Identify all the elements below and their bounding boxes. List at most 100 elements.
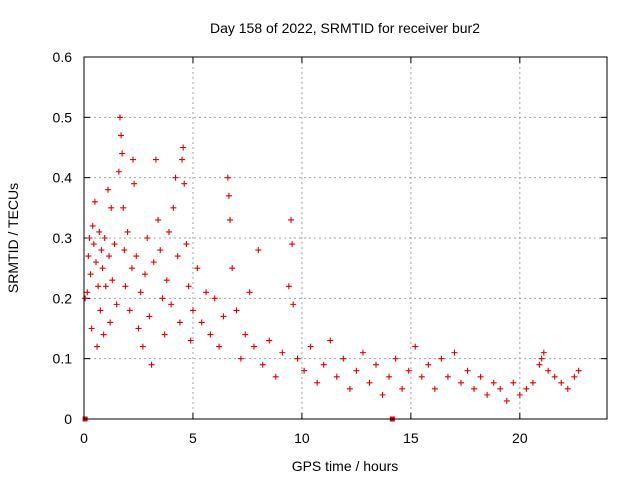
data-point: [333, 373, 340, 380]
data-point: [353, 367, 360, 374]
data-point: [126, 307, 133, 314]
data-point: [96, 228, 103, 235]
data-point: [399, 385, 406, 392]
data-point: [545, 367, 552, 374]
grid-lines: [84, 57, 607, 419]
data-point: [152, 156, 159, 163]
y-tick-label: 0.4: [53, 170, 73, 186]
data-point: [176, 319, 183, 326]
data-point: [431, 385, 438, 392]
data-point: [97, 307, 104, 314]
data-point: [207, 331, 214, 338]
data-point: [255, 247, 262, 254]
data-point: [183, 241, 190, 248]
data-point: [438, 355, 445, 362]
y-tick-label: 0.1: [53, 351, 73, 367]
data-point: [233, 307, 240, 314]
data-point: [113, 301, 120, 308]
data-point: [242, 331, 249, 338]
data-point: [503, 397, 510, 404]
data-point: [211, 295, 218, 302]
data-point: [155, 216, 162, 223]
data-point: [131, 180, 138, 187]
chart-title: Day 158 of 2022, SRMTID for receiver bur…: [210, 20, 480, 36]
data-point: [102, 283, 109, 290]
data-point: [224, 174, 231, 181]
data-point: [111, 241, 118, 248]
x-tick-label: 5: [189, 430, 197, 446]
data-point: [571, 373, 578, 380]
data-point: [187, 337, 194, 344]
data-point: [148, 361, 155, 368]
data-point: [198, 319, 205, 326]
data-point: [320, 361, 327, 368]
data-point: [216, 343, 223, 350]
data-point: [107, 319, 114, 326]
data-point: [135, 325, 142, 332]
data-point: [106, 253, 113, 260]
data-point: [98, 247, 105, 254]
data-point: [540, 349, 547, 356]
y-tick-label: 0.2: [53, 290, 73, 306]
data-point: [366, 379, 373, 386]
data-point: [99, 265, 106, 272]
data-point: [133, 253, 140, 260]
x-axis-label: GPS time / hours: [292, 458, 399, 474]
data-point: [425, 361, 432, 368]
data-point: [290, 301, 297, 308]
data-point: [85, 253, 92, 260]
data-point: [159, 295, 166, 302]
y-tick-label: 0: [64, 411, 72, 427]
x-tick-label: 15: [403, 430, 419, 446]
data-point: [172, 174, 179, 181]
data-point: [392, 355, 399, 362]
data-point: [294, 355, 301, 362]
data-point: [88, 325, 95, 332]
axis-ticks: 0 0.1 0.2 0.3 0.4 0.5 0.6 0 5 10 15 20: [53, 49, 607, 446]
data-point: [285, 283, 292, 290]
data-point: [225, 192, 232, 199]
data-point: [457, 379, 464, 386]
data-point: [165, 228, 172, 235]
data-point: [246, 289, 253, 296]
plot-frame: [83, 56, 608, 420]
data-point: [386, 373, 393, 380]
data-point: [288, 216, 295, 223]
data-point: [168, 301, 175, 308]
data-point: [564, 385, 571, 392]
data-point: [373, 361, 380, 368]
data-point: [220, 313, 227, 320]
data-point: [523, 385, 530, 392]
x-tick-label: 10: [294, 430, 310, 446]
data-point: [529, 379, 536, 386]
data-point: [87, 271, 94, 278]
data-point: [259, 361, 266, 368]
data-point: [471, 385, 478, 392]
data-point: [181, 180, 188, 187]
data-point: [359, 349, 366, 356]
x-tick-label: 0: [80, 430, 88, 446]
data-point: [307, 343, 314, 350]
data-point: [142, 271, 149, 278]
data-point: [130, 156, 137, 163]
data-point: [104, 186, 111, 193]
data-point: [89, 222, 96, 229]
data-point: [229, 265, 236, 272]
data-point: [91, 198, 98, 205]
data-point: [189, 307, 196, 314]
data-point: [250, 343, 257, 350]
data-point: [301, 367, 308, 374]
data-point: [379, 391, 386, 398]
data-point: [510, 379, 517, 386]
data-point: [484, 391, 491, 398]
data-point: [95, 283, 102, 290]
data-point: [108, 204, 115, 211]
data-point: [203, 289, 210, 296]
data-point: [418, 373, 425, 380]
data-point: [464, 367, 471, 374]
data-point: [497, 385, 504, 392]
data-point: [266, 337, 273, 344]
data-point: [174, 253, 181, 260]
data-point: [180, 144, 187, 151]
data-point: [146, 313, 153, 320]
